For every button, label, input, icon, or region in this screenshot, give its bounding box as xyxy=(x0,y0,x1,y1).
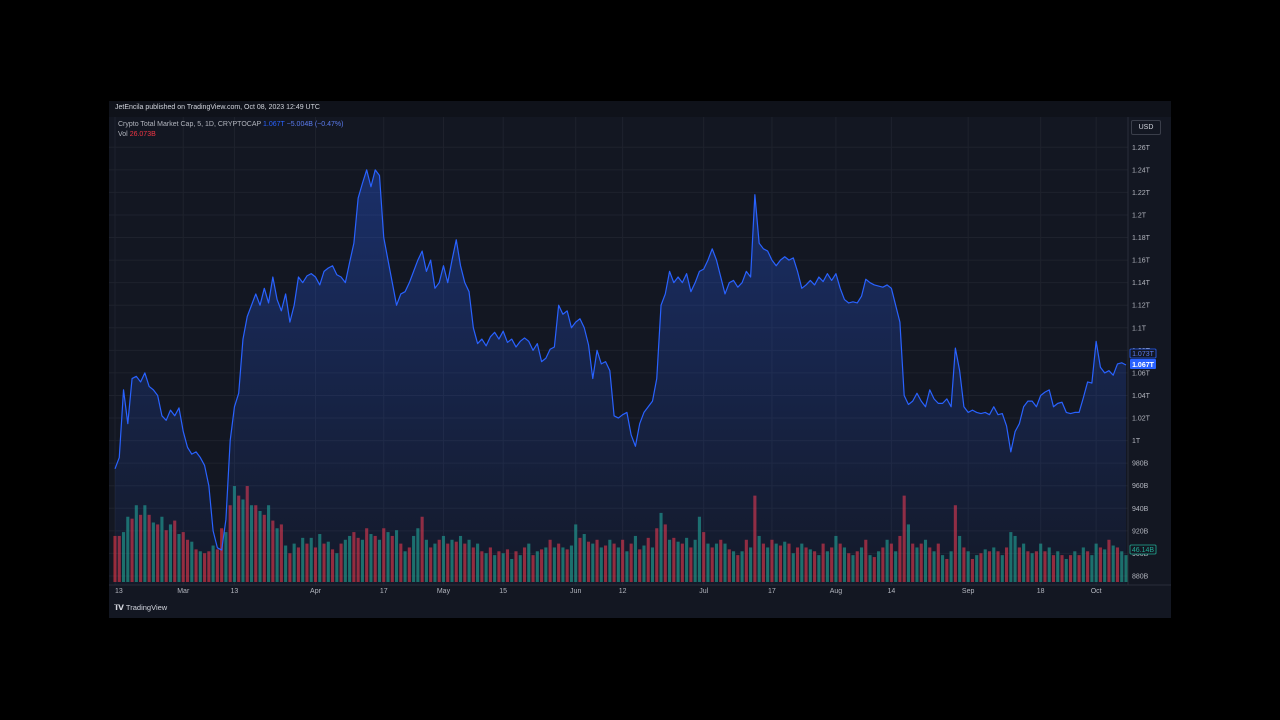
y-tick-label: 1.04T xyxy=(1132,393,1151,400)
price-value: 1.067T xyxy=(263,121,285,128)
x-tick-label: Sep xyxy=(962,588,975,595)
market-cap-line xyxy=(114,169,1127,551)
x-tick-label: Oct xyxy=(1091,588,1102,595)
time-axis-labels: 13 Mar 13 Apr 17 May 15 Jun 12 Jul 17 Aug 14 Sep 18 Oct xyxy=(115,588,1102,595)
x-tick-label: 14 xyxy=(887,588,895,595)
y-tick-label: 1.1T xyxy=(1132,325,1147,332)
x-tick-label: 13 xyxy=(231,588,239,595)
y-tick-label: 1.26T xyxy=(1132,145,1151,152)
symbol-legend[interactable]: Crypto Total Market Cap, 5, 1D, CRYPTOCA… xyxy=(118,121,343,128)
x-tick-label: 17 xyxy=(380,588,388,595)
x-tick-label: Jul xyxy=(699,588,708,595)
y-tick-label: 900B xyxy=(1132,551,1149,558)
currency-button[interactable]: USD xyxy=(1131,120,1161,135)
volume-tag: 46.14B xyxy=(1129,544,1157,555)
y-tick-label: 1.2T xyxy=(1132,212,1147,219)
tradingview-logo[interactable]: 𝗧𝗩 TradingView xyxy=(114,603,167,612)
y-tick-label: 980B xyxy=(1132,461,1149,468)
y-tick-label: 1.16T xyxy=(1132,258,1151,265)
current-price-tag-text: 1.067T xyxy=(1132,362,1155,369)
y-tick-label: 1.22T xyxy=(1132,190,1151,197)
price-chart[interactable]: 880B 900B 920B 940B 960B 980B 1T 1.02T 1.04T 1.06… xyxy=(109,101,1171,618)
y-tick-label: 1.06T xyxy=(1132,370,1151,377)
volume-value: 26.073B xyxy=(129,131,156,138)
y-tick-label: 1.18T xyxy=(1132,235,1151,242)
x-tick-label: Jun xyxy=(570,588,581,595)
x-tick-label: 17 xyxy=(768,588,776,595)
x-tick-label: May xyxy=(437,588,451,595)
y-tick-label: 920B xyxy=(1132,528,1149,535)
y-tick-label: 880B xyxy=(1132,574,1149,581)
tradingview-icon: 𝗧𝗩 xyxy=(114,603,124,612)
x-tick-label: 13 xyxy=(115,588,123,595)
publisher-bar: JetEncila published on TradingView.com, … xyxy=(109,101,1171,117)
volume-tag-text: 46.14B xyxy=(1132,547,1155,554)
y-tick-label: 960B xyxy=(1132,483,1149,490)
y-tick-label: 1.12T xyxy=(1132,303,1151,310)
y-tick-label: 940B xyxy=(1132,506,1149,513)
published-info: JetEncila published on TradingView.com, … xyxy=(115,104,320,111)
market-cap-area-fill xyxy=(115,169,1126,585)
chart-frame: JetEncila published on TradingView.com, … xyxy=(109,101,1171,618)
previous-price-tag-text: 1.073T xyxy=(1132,351,1155,358)
x-tick-label: Aug xyxy=(830,588,843,595)
y-tick-label: 1T xyxy=(1132,438,1141,445)
price-change: −5.004B (−0.47%) xyxy=(286,121,344,128)
y-tick-label: 1.02T xyxy=(1132,416,1151,423)
x-tick-label: Mar xyxy=(177,588,190,595)
y-tick-label: 1.14T xyxy=(1132,280,1151,287)
x-tick-label: Apr xyxy=(310,588,322,595)
x-tick-label: 18 xyxy=(1037,588,1045,595)
symbol-name: Crypto Total Market Cap, 5, 1D, CRYPTOCA… xyxy=(118,121,262,128)
current-price-tag: 1.067T xyxy=(1130,359,1156,369)
previous-price-tag: 1.073T xyxy=(1129,348,1157,359)
volume-label: Vol xyxy=(118,131,128,138)
x-tick-label: 15 xyxy=(499,588,507,595)
y-tick-label: 1.24T xyxy=(1132,167,1151,174)
brand-name: TradingView xyxy=(125,603,168,612)
volume-legend[interactable]: Vol 26.073B xyxy=(118,131,156,138)
x-tick-label: 12 xyxy=(619,588,627,595)
